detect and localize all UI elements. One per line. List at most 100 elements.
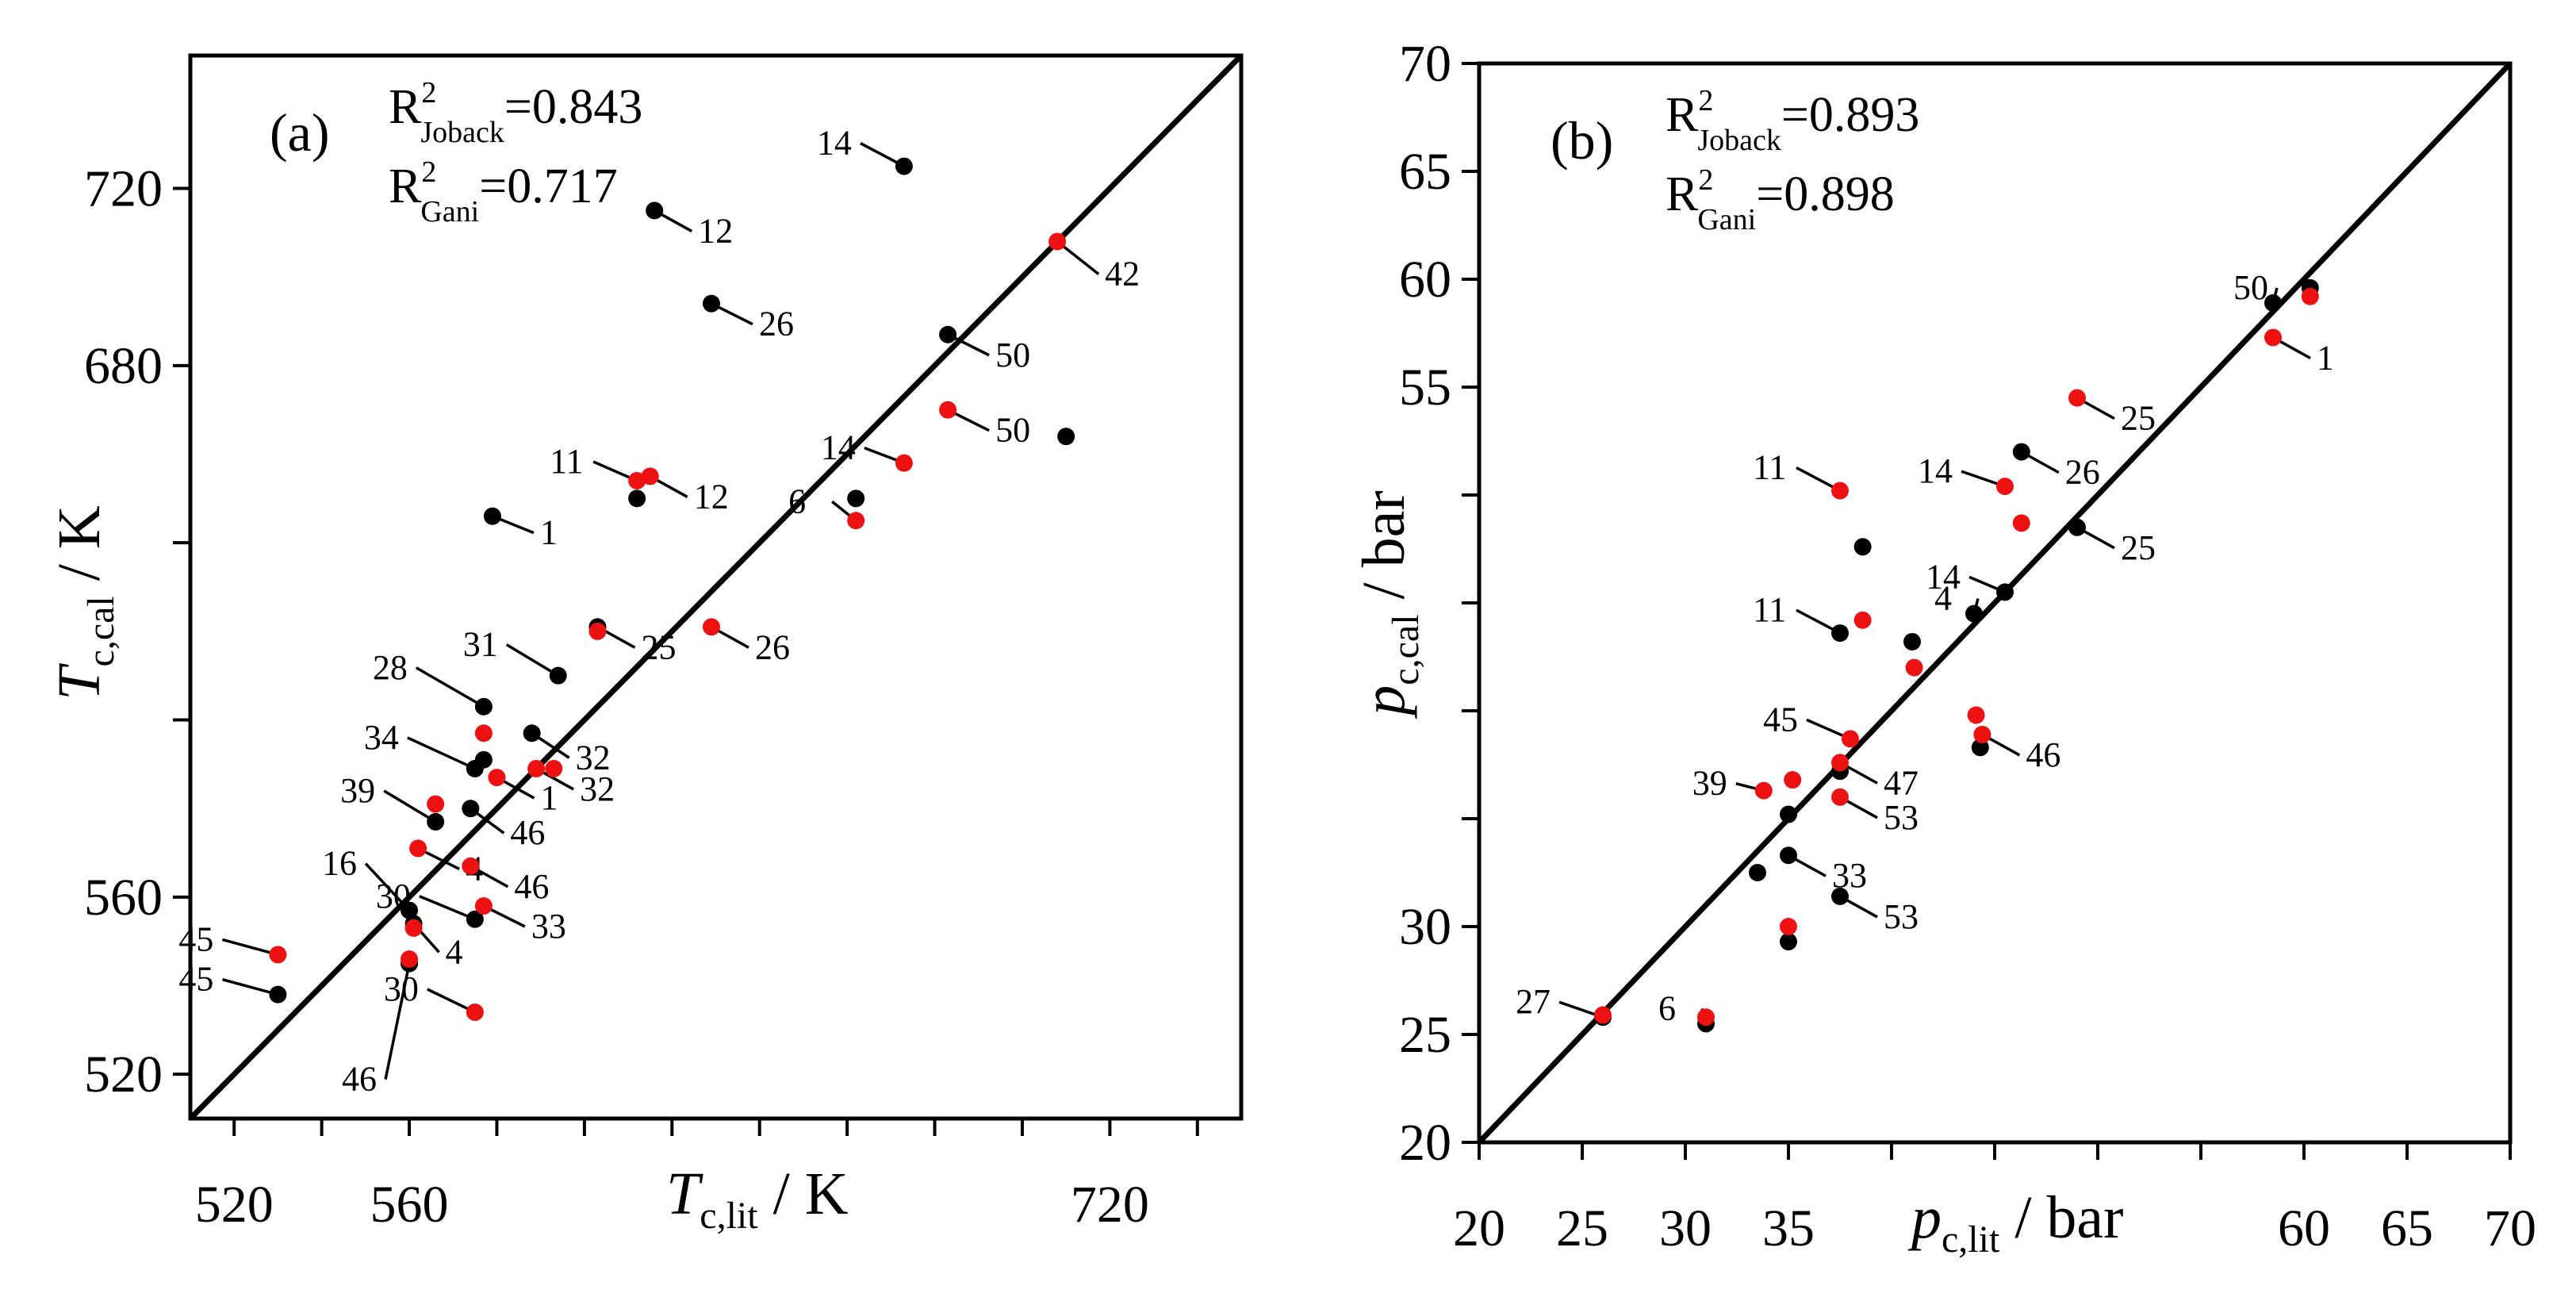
- joback-point: [401, 901, 419, 919]
- gani-point: [1905, 658, 1923, 677]
- gani-point: [1784, 771, 1802, 789]
- y-axis-title-a: Tc,cal / K: [46, 505, 122, 700]
- r2-gani-a: R2 Gani=0.717: [389, 155, 618, 228]
- gani-point: [545, 759, 563, 777]
- label-leader: [221, 938, 278, 957]
- label-leader: [1056, 240, 1100, 275]
- point-label: 39: [340, 771, 375, 810]
- point-label: 1: [2317, 338, 2334, 377]
- point-label: 31: [463, 625, 498, 664]
- point-label: 28: [373, 648, 408, 687]
- point-label: 39: [1692, 764, 1727, 803]
- point-label: 25: [2121, 399, 2156, 438]
- point-label: 4: [446, 932, 463, 971]
- point-label: 32: [580, 769, 615, 808]
- point-label: 14: [1926, 557, 1961, 596]
- point-label: 30: [376, 877, 411, 915]
- point-label: 50: [995, 336, 1030, 374]
- point-label: 33: [531, 907, 566, 946]
- y-tick-label-a: 560: [84, 869, 163, 927]
- gani-point: [474, 897, 493, 915]
- joback-point: [1749, 864, 1766, 881]
- point-label: 50: [2233, 268, 2268, 307]
- joback-point: [483, 507, 501, 525]
- gani-point: [2068, 389, 2086, 407]
- point-label: 12: [698, 211, 733, 250]
- point-label: 45: [178, 919, 213, 958]
- y-tick-label-b: 30: [1399, 898, 1451, 956]
- gani-point: [1831, 788, 1849, 806]
- point-label: 26: [2065, 453, 2100, 492]
- joback-point: [462, 800, 480, 818]
- panel-b: 20 25 30 35 60 65 70 20 25 30 55 60 65 70 (b) R2 Joback=…: [1351, 35, 2536, 1261]
- point-label: 46: [2026, 735, 2060, 774]
- x-tick-label-b: 70: [2484, 1199, 2536, 1257]
- joback-point: [1780, 846, 1797, 865]
- gani-point: [1831, 754, 1849, 772]
- y-tick-label-a: 720: [84, 160, 163, 218]
- joback-point: [474, 697, 493, 716]
- label-leader: [221, 977, 278, 996]
- x-tick-label-b: 35: [1762, 1199, 1815, 1257]
- gani-point: [462, 857, 480, 875]
- point-label: 11: [1753, 590, 1786, 629]
- r2-joback-a: R2 Joback=0.843: [389, 76, 642, 149]
- gani-point: [641, 467, 659, 485]
- label-leader: [419, 895, 476, 921]
- joback-point: [646, 201, 664, 220]
- x-axis-title-b: pc,lit / bar: [1907, 1184, 2123, 1261]
- point-label: 16: [322, 844, 357, 883]
- gani-point: [2264, 328, 2282, 347]
- joback-point: [549, 666, 567, 685]
- point-label: 25: [641, 627, 676, 666]
- label-leader: [427, 988, 476, 1014]
- gani-point: [1697, 1008, 1715, 1027]
- gani-point: [1842, 730, 1859, 748]
- joback-point: [1965, 604, 1983, 623]
- joback-point: [702, 294, 720, 313]
- point-label: 42: [1105, 255, 1140, 294]
- label-leader: [364, 862, 411, 911]
- point-label: 45: [1763, 700, 1798, 739]
- panel-a: 520 560 720 520 560 680 720 (a) R2 Joback=0.843R2…: [46, 53, 1244, 1237]
- label-leader: [407, 736, 476, 770]
- label-leader: [416, 666, 485, 708]
- point-label: 53: [1884, 798, 1919, 837]
- joback-point: [466, 910, 484, 928]
- gani-point: [1967, 706, 1985, 724]
- joback-point: [2012, 443, 2030, 461]
- gani-point: [427, 795, 445, 813]
- panel-label-a: (a): [270, 102, 329, 163]
- joback-point: [474, 750, 493, 769]
- label-leader: [505, 643, 559, 677]
- gani-point: [895, 454, 913, 472]
- gani-point: [466, 1004, 484, 1021]
- point-label: 50: [995, 411, 1030, 450]
- gani-point: [628, 472, 646, 489]
- gani-point: [474, 724, 493, 743]
- y-tick-label-b: 25: [1399, 1006, 1451, 1064]
- gani-point: [269, 946, 287, 964]
- gani-point: [939, 401, 957, 419]
- parity-line-a: [188, 53, 1244, 1121]
- point-label: 1: [540, 778, 558, 817]
- point-label: 53: [1884, 897, 1919, 936]
- point-label: 4: [1934, 579, 1952, 618]
- y-axis-title-b: pc,cal / bar: [1351, 490, 1427, 719]
- point-label: 14: [1918, 451, 1953, 490]
- x-tick-label-a: 560: [370, 1176, 449, 1234]
- point-label: 6: [1658, 988, 1676, 1027]
- joback-point: [1057, 428, 1075, 446]
- joback-point: [1996, 583, 2014, 601]
- gani-point: [1973, 725, 1991, 743]
- y-tick-label-b: 55: [1399, 359, 1451, 416]
- joback-point: [1780, 805, 1797, 823]
- point-label: 25: [2121, 528, 2156, 567]
- y-tick-label-b: 70: [1399, 35, 1451, 93]
- joback-point: [847, 489, 865, 508]
- point-label: 11: [1753, 448, 1786, 487]
- y-tick-label-b: 20: [1399, 1114, 1451, 1172]
- x-axis-title-a: Tc,lit / K: [666, 1161, 849, 1237]
- gani-point: [409, 839, 427, 858]
- y-tick-label-a: 520: [84, 1046, 163, 1103]
